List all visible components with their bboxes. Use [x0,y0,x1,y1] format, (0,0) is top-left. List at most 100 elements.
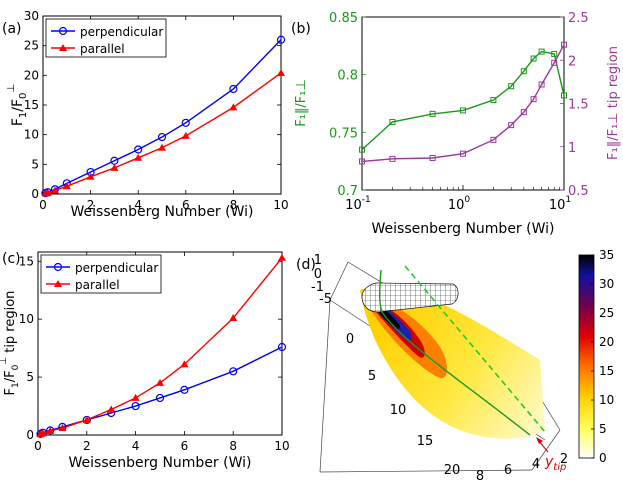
panel-c-point-parallel [107,405,116,413]
panel-d-x-tick: 6 [504,463,512,478]
panel-b-point-left [561,92,567,99]
panel-c-point-parallel [58,424,67,432]
panel-b-line-left [361,50,565,151]
panel-a-label: (a) [2,21,22,37]
panel-c: (c) 0 2 4 6 8 10 0 5 10 15 Weissenberg Number (W… [0,251,290,471]
panel-b-point-right [429,154,436,161]
colorbar-tick-label: 35 [599,248,614,262]
panel-b-point-right [359,158,365,165]
panel-d-x-tick: 2 [560,452,568,467]
panel-c-label: (c) [2,251,21,267]
panel-d-colorbar-ticks: 0 5 10 15 20 25 30 35 [591,248,614,465]
legend-triangle-marker [54,280,62,287]
panel-a-point-parallel [134,153,143,161]
colorbar-tick-label: 25 [599,306,614,320]
panel-d-y-tick: 10 [390,403,407,418]
panel-a-x-ticks: 0 2 4 6 8 10 [39,16,289,212]
panel-b-right-tick-label: 1.5 [568,98,589,113]
panel-d-z-tick: 0 [314,267,322,282]
panel-a-point-parallel [229,103,238,111]
panel-c-x-tick-label: 0 [34,439,42,453]
panel-a-y-tick-label: 15 [24,98,39,112]
panel-d-x-tick: 8 [476,469,484,484]
panel-a-point-parallel [110,163,119,171]
panel-b-point-left [359,146,365,153]
panel-b-point-right [389,155,396,162]
colorbar-tick-label: 30 [599,277,614,291]
panel-c-point-parallel [46,426,55,434]
panel-d-label: (d) [296,257,316,273]
panel-c-point-perpendicular [180,385,189,394]
panel-a-point-parallel [158,143,166,151]
panel-b-x-ticks: 10-1 100 101 [345,185,571,213]
panel-c-line-perpendicular [40,346,283,435]
panel-c-y-label: F1/F0⊥tip region [0,291,21,396]
panel-c-x-tick-label: 4 [132,439,140,453]
panel-c-x-tick-label: 2 [83,439,91,453]
panel-b-x-tick-label: 100 [448,195,471,213]
panel-a-y-ticks: 0 5 10 15 20 25 30 [24,9,281,201]
panel-c-point-perpendicular [131,401,140,411]
panel-c-point-perpendicular [277,342,287,352]
panel-a-point-perpendicular [276,35,286,44]
panel-b-left-tick-label: 0.8 [337,69,358,84]
panel-b-point-left [520,68,527,75]
panel-d-colorbar [578,254,595,459]
colorbar-tick-label: 15 [599,364,614,378]
panel-b-point-right [551,59,558,66]
panel-b-point-right [508,122,515,129]
panel-c-point-parallel [38,429,47,437]
panel-b-series [359,41,567,165]
panel-b-label: (b) [291,21,311,37]
panel-a-y-tick-label: 20 [24,68,39,82]
panel-a-y-tick-label: 5 [31,157,39,171]
panel-a-y-label: F1/F0⊥ [6,84,29,126]
panel-c-point-parallel [278,253,286,261]
panel-d-y-tick: 15 [417,434,434,449]
panel-b-point-left [429,110,436,117]
panel-c-legend-parallel: parallel [75,278,120,292]
panel-b-line-right [361,44,565,163]
panel-a-x-tick-label: 8 [230,198,238,212]
panel-b-point-right [538,81,545,88]
panel-a-x-tick-label: 4 [134,198,142,212]
panel-d-y-tick: 5 [368,369,376,384]
colorbar-tick-label: 5 [599,422,607,436]
panel-c-point-parallel [229,314,238,322]
panel-b-x-tick-label: 10-1 [345,195,371,213]
panel-b-right-tick-label: 0.5 [568,184,589,199]
panel-d-y-tick: 20 [444,463,461,478]
panel-c-legend: perpendicular parallel [40,254,162,294]
panel-c-x-tick-label: 10 [274,439,289,453]
panel-b-right-tick-label: 2 [568,54,576,69]
panel-a-point-perpendicular [229,84,238,94]
panel-b-left-tick-label: 0.75 [329,126,358,141]
panel-c-y-tick-label: 5 [26,370,34,384]
panel-c-y-tick-label: 15 [19,254,34,268]
panel-a: (a) 0 2 4 6 8 10 0 5 10 15 20 25 30 Weissenberg Num… [2,9,289,220]
colorbar-tick-label: 20 [599,335,614,349]
panel-b-right-ticks: 0.5 1 1.5 2 2.5 [560,11,589,199]
panel-b-point-right [490,136,497,143]
panel-b-right-tick-label: 1 [568,141,576,156]
panel-c-x-tick-label: 8 [229,439,237,453]
panel-a-x-tick-label: 6 [182,198,190,212]
panel-d-rod-mesh [361,282,459,313]
panel-d-z-tick: -1 [311,280,324,295]
panel-a-y-tick-label: 0 [31,187,39,201]
panel-a-legend: perpendicular parallel [45,18,167,58]
panel-a-point-perpendicular [181,118,190,127]
panel-b: (b) 10-1 100 101 0.7 0.75 0.8 0.85 0.5 1 1.5 2 2.… [291,11,621,237]
panel-b-point-left [551,50,558,57]
panel-c-legend-perpendicular: perpendicular [75,261,158,275]
panel-b-point-right [530,96,537,103]
panel-c-y-tick-label: 0 [26,428,34,442]
panel-d-z-tick: 1 [314,253,322,268]
panel-a-point-parallel [50,186,59,194]
panel-b-left-label: F₁‖/F₁⊥ [294,79,309,127]
panel-b-point-right [460,150,466,157]
panel-d-ytip-label: ytip [544,454,566,473]
panel-d-green-dashed [404,265,546,433]
panel-d-x-tick: 4 [532,457,540,472]
panel-c-point-parallel [156,378,164,386]
